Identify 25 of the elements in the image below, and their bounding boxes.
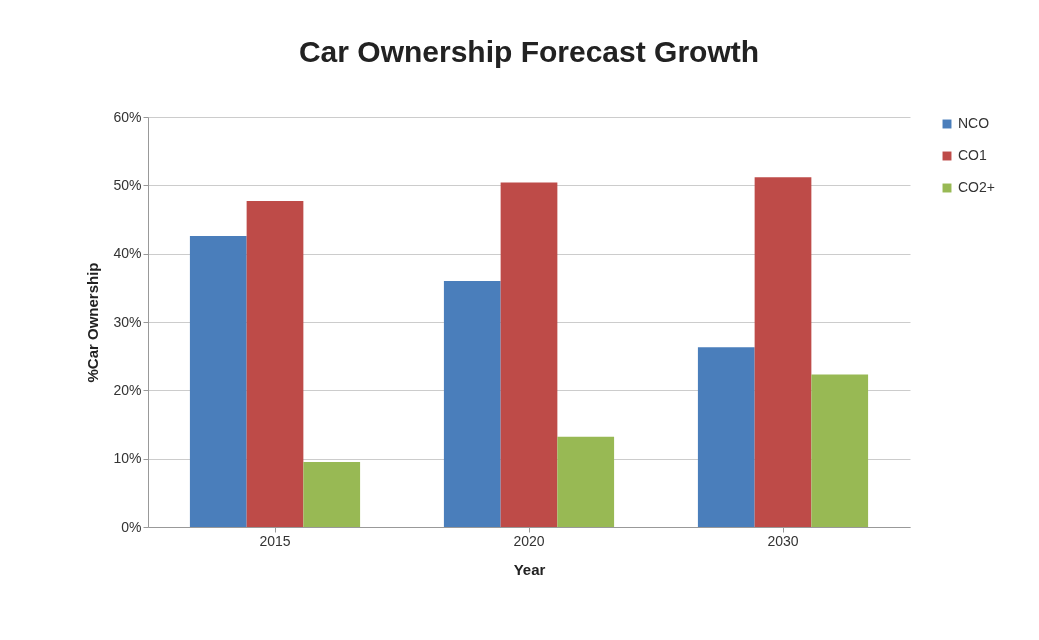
legend-label: CO2+ [958,179,995,195]
y-tick-label: 60% [113,108,142,125]
legend-label: CO1 [958,147,987,163]
bar [500,182,558,527]
y-tick-label: 40% [113,245,142,262]
x-tick-label: 2015 [259,532,291,549]
bar [754,177,812,527]
bar [811,374,869,527]
y-tick-label: 10% [113,450,142,467]
bar [557,436,615,527]
y-tick-label: 30% [113,313,142,330]
legend-label: NCO [958,115,990,131]
x-tick-label: 2030 [767,532,799,549]
y-tick-label: 0% [121,518,142,535]
bar [443,281,501,527]
y-axis-title: %Car Ownership [84,262,102,383]
x-axis-title: Year [513,560,546,578]
bar [189,235,247,527]
bar [697,347,755,527]
chart-title: Car Ownership Forecast Growth [298,35,760,68]
y-tick-label: 50% [113,176,142,193]
x-tick-label: 2020 [513,532,545,549]
y-tick-label: 20% [113,381,142,398]
bar [246,201,304,527]
bar [303,462,361,527]
